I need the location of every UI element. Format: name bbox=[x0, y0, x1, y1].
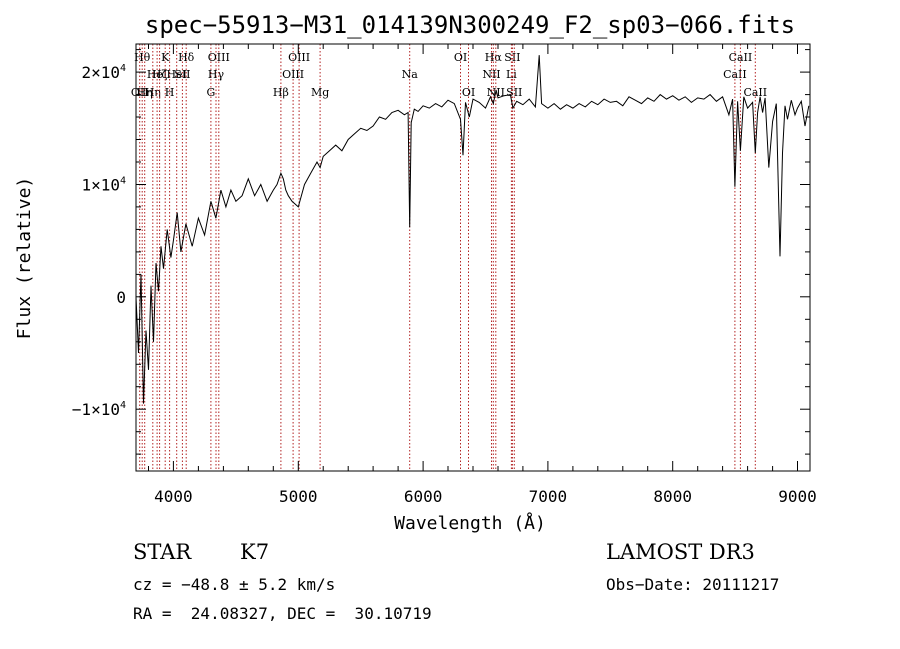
y-axis-label: Flux (relative) bbox=[14, 177, 35, 340]
x-axis-label: Wavelength (Å) bbox=[394, 512, 546, 534]
x-tick-label: 6000 bbox=[404, 487, 443, 506]
line-marker-label-14: Hβ bbox=[273, 86, 289, 99]
line-marker-label-8: HeI bbox=[166, 68, 186, 81]
line-marker-label-27: CaII bbox=[723, 68, 747, 81]
line-marker-label-21: NII bbox=[482, 68, 500, 81]
line-marker-label-18: Na bbox=[402, 68, 419, 81]
x-axis: 4000 5000 6000 7000 8000 9000 bbox=[148, 44, 817, 506]
redshift-velocity: cz = −48.8 ± 5.2 km/s bbox=[133, 575, 336, 594]
object-class: STAR bbox=[133, 540, 192, 564]
object-subclass: K7 bbox=[240, 540, 270, 564]
line-marker-label-13: OIII bbox=[208, 51, 230, 64]
line-marker-label-7: H bbox=[165, 86, 175, 99]
y-tick-label: 2×104 bbox=[81, 63, 126, 82]
y-tick-exponent: 4 bbox=[120, 63, 126, 74]
plot-frame bbox=[135, 43, 811, 472]
x-tick-label: 9000 bbox=[778, 487, 817, 506]
y-tick-exponent: 4 bbox=[120, 400, 126, 411]
y-tick-label: −1×104 bbox=[72, 400, 126, 419]
line-marker-label-0: OII bbox=[131, 86, 149, 99]
line-marker-label-29: CaII bbox=[743, 86, 767, 99]
x-tick-label: 7000 bbox=[529, 487, 568, 506]
line-marker-label-22: Hα bbox=[485, 51, 503, 64]
spectrum-line bbox=[135, 55, 810, 404]
line-marker-label-6: K bbox=[161, 51, 170, 64]
x-tick-label: 5000 bbox=[279, 487, 318, 506]
line-marker-label-16: OIII bbox=[288, 51, 310, 64]
y-axis: −1×104 0 1×104 2×104 bbox=[72, 49, 810, 455]
line-marker-label-2: Hη bbox=[137, 86, 153, 99]
observation-date: Obs−Date: 20111217 bbox=[606, 575, 780, 594]
survey-name: LAMOST DR3 bbox=[606, 540, 755, 564]
line-marker-label-24: Li bbox=[506, 68, 517, 81]
coordinates: RA = 24.08327, DEC = 30.10719 bbox=[133, 604, 432, 623]
line-marker-label-9: SII bbox=[174, 68, 190, 81]
line-marker-label-4: HeI bbox=[147, 68, 167, 81]
chart-title: spec−55913−M31_014139N300249_F2_sp03−066… bbox=[145, 11, 795, 39]
line-marker-label-25: SII bbox=[504, 51, 520, 64]
line-markers: OIIHθHηHηHeIHζKHHeISIIHδGHγOIIIHβOIIIOII… bbox=[131, 44, 767, 471]
line-marker-label-1: Hθ bbox=[134, 51, 151, 64]
spectrum-series bbox=[135, 55, 810, 404]
line-marker-label-5: Hζ bbox=[152, 68, 168, 81]
line-marker-label-11: G bbox=[207, 86, 216, 99]
y-tick-exponent: 4 bbox=[120, 176, 126, 187]
line-marker-label-10: Hδ bbox=[178, 51, 195, 64]
line-marker-label-12: Hγ bbox=[208, 68, 225, 81]
line-marker-label-20: OI bbox=[462, 86, 475, 99]
y-tick-label: 0 bbox=[116, 288, 126, 307]
line-marker-label-26: SII bbox=[506, 86, 522, 99]
line-marker-label-17: Mg bbox=[311, 86, 329, 99]
line-marker-label-19: OI bbox=[454, 51, 467, 64]
y-tick-label: 1×104 bbox=[81, 176, 126, 195]
x-tick-label: 8000 bbox=[653, 487, 692, 506]
line-marker-label-15: OIII bbox=[282, 68, 304, 81]
line-marker-label-3: Hη bbox=[145, 86, 161, 99]
x-tick-label: 4000 bbox=[154, 487, 193, 506]
line-marker-label-28: CaII bbox=[729, 51, 753, 64]
